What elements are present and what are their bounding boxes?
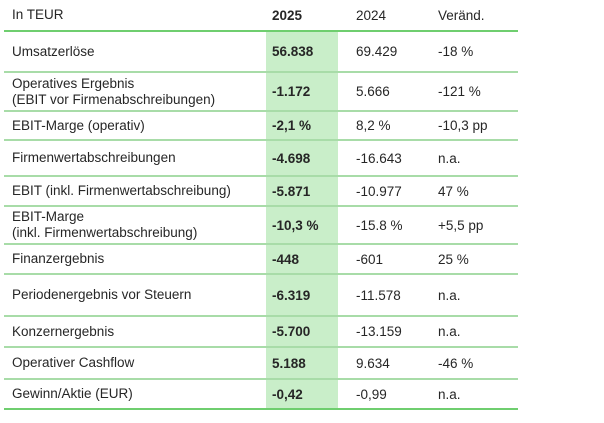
value-change: -121 % — [438, 84, 481, 99]
row-label: EBIT-Marge (operativ) — [4, 118, 266, 134]
value-change: n.a. — [438, 324, 461, 339]
table-row: Firmenwertabschreibungen -4.698 -16.643 n.a… — [4, 141, 518, 177]
row-label: Konzernergebnis — [4, 324, 266, 340]
value-2024: 69.429 — [356, 44, 398, 59]
header-col-change: Veränd. — [438, 7, 485, 23]
value-2024: 8,2 % — [356, 118, 391, 133]
row-label-line1: Umsatzerlöse — [12, 43, 95, 59]
table-row: EBIT (inkl. Firmenwertabschreibung) -5.87… — [4, 177, 518, 207]
value-change: n.a. — [438, 150, 461, 166]
row-label-line1: Operatives Ergebnis — [12, 75, 135, 91]
value-change: 25 % — [438, 251, 469, 267]
row-label: Firmenwertabschreibungen — [4, 150, 266, 166]
value-2024: -16.643 — [356, 150, 402, 166]
row-label: Finanzergebnis — [4, 251, 266, 267]
table-body: Umsatzerlöse 56.838 69.429 -18 % Operatives … — [4, 32, 518, 410]
table-header-row: In TEUR 2025 2024 Veränd. — [4, 0, 518, 32]
header-col-2024: 2024 — [356, 7, 387, 23]
row-label-line1: EBIT (inkl. Firmenwertabschreibung) — [12, 183, 231, 198]
row-label-line1: Firmenwertabschreibungen — [12, 150, 176, 165]
value-change: 47 % — [438, 183, 469, 199]
value-2025: -1.172 — [272, 84, 311, 99]
value-2024: 9.634 — [356, 355, 390, 371]
row-label-line1: Konzernergebnis — [12, 323, 115, 339]
row-label: Operatives Ergebnis (EBIT vor Firmenabsch… — [4, 76, 266, 108]
header-unit-label: In TEUR — [12, 7, 64, 22]
table-row: Umsatzerlöse 56.838 69.429 -18 % — [4, 32, 518, 73]
row-label: EBIT (inkl. Firmenwertabschreibung) — [4, 183, 266, 199]
value-change: n.a. — [438, 287, 461, 303]
row-label-line2: (EBIT vor Firmenabschreibungen) — [12, 91, 216, 107]
row-label: Operativer Cashflow — [4, 355, 266, 371]
value-2025: -4.698 — [272, 150, 311, 166]
value-2025: 5.188 — [272, 355, 306, 371]
value-2025: -6.319 — [272, 287, 311, 303]
value-2024: 5.666 — [356, 84, 390, 99]
row-label: EBIT-Marge (inkl. Firmenwertabschreibung) — [4, 209, 266, 241]
row-label-line1: EBIT-Marge (operativ) — [12, 117, 145, 133]
value-change: +5,5 pp — [438, 217, 484, 233]
value-change: -46 % — [438, 355, 474, 371]
financial-summary-table: In TEUR 2025 2024 Veränd. Umsatzerlöse 56… — [4, 0, 518, 410]
value-change: -18 % — [438, 44, 474, 59]
row-label-line1: Gewinn/Aktie (EUR) — [12, 386, 133, 401]
row-label-line1: EBIT-Marge — [12, 209, 85, 224]
value-change: -10,3 pp — [438, 118, 488, 133]
table-row: Operatives Ergebnis (EBIT vor Firmenabsch… — [4, 73, 518, 112]
row-label-line1: Finanzergebnis — [12, 251, 105, 266]
value-2025: -5.871 — [272, 183, 311, 199]
row-label: Periodenergebnis vor Steuern — [4, 287, 266, 303]
table-row: Gewinn/Aktie (EUR) -0,42 -0,99 n.a. — [4, 380, 518, 410]
table-row: EBIT-Marge (inkl. Firmenwertabschreibung)… — [4, 207, 518, 245]
table-row: Finanzergebnis -448 -601 25 % — [4, 245, 518, 275]
value-2025: -448 — [272, 251, 300, 267]
value-2024: -11.578 — [356, 287, 401, 303]
table-row: EBIT-Marge (operativ) -2,1 % 8,2 % -10,3 pp — [4, 112, 518, 141]
header-col-2025: 2025 — [272, 7, 303, 23]
value-2024: -601 — [356, 251, 384, 267]
value-2024: -15.8 % — [356, 217, 403, 233]
row-label: Gewinn/Aktie (EUR) — [4, 386, 266, 402]
row-label-line2: (inkl. Firmenwertabschreibung) — [12, 225, 198, 240]
row-label-line1: Operativer Cashflow — [12, 355, 135, 370]
value-2025: 56.838 — [272, 44, 314, 59]
value-2024: -10.977 — [356, 183, 402, 199]
table-row: Periodenergebnis vor Steuern -6.319 -11.57… — [4, 275, 518, 317]
value-2025: -0,42 — [272, 386, 303, 402]
value-2025: -2,1 % — [272, 118, 312, 133]
value-2024: -0,99 — [356, 386, 387, 402]
value-2024: -13.159 — [356, 324, 402, 339]
table-row: Konzernergebnis -5.700 -13.159 n.a. — [4, 317, 518, 348]
row-label: Umsatzerlöse — [4, 44, 266, 60]
value-2025: -5.700 — [272, 324, 311, 339]
table-row: Operativer Cashflow 5.188 9.634 -46 % — [4, 348, 518, 380]
value-change: n.a. — [438, 386, 461, 402]
row-label-line1: Periodenergebnis vor Steuern — [12, 287, 192, 302]
value-2025: -10,3 % — [272, 217, 319, 233]
